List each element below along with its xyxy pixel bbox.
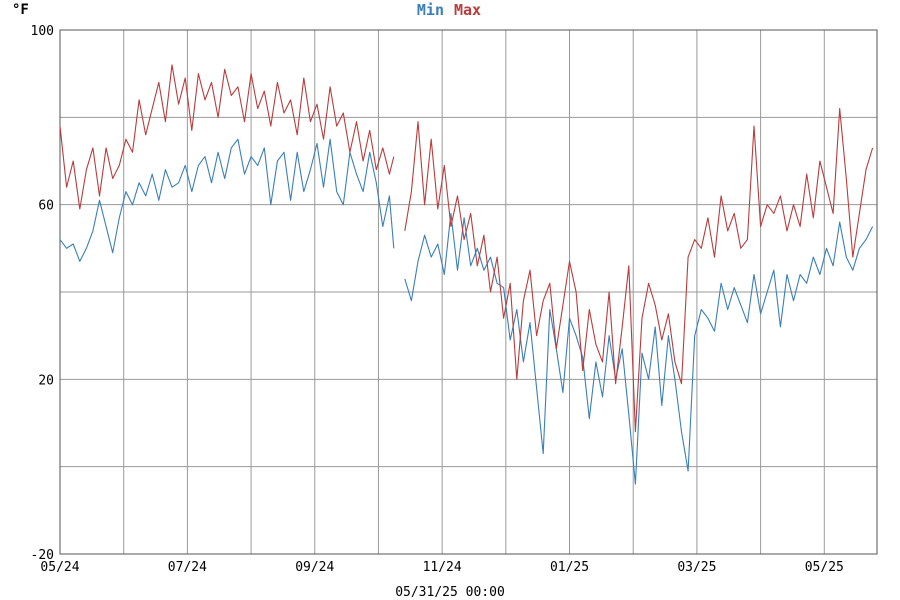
series-lines [59, 64, 874, 485]
timestamp-label: 05/31/25 00:00 [395, 585, 505, 600]
plot-frame [59, 29, 878, 555]
x-axis-ticks: 05/24 07/24 09/24 11/24 01/25 03/25 05/25 [40, 560, 843, 575]
y-tick-label: -20 [31, 548, 54, 563]
legend-min-label: Min [417, 1, 444, 19]
y-axis-ticks: -20 20 60 100 [31, 24, 54, 563]
x-tick-label: 09/24 [295, 560, 334, 575]
y-tick-label: 20 [38, 373, 54, 388]
x-tick-label: 11/24 [423, 560, 462, 575]
x-tick-label: 07/24 [168, 560, 207, 575]
y-axis-unit-label: °F [12, 2, 29, 18]
x-tick-label: 05/24 [40, 560, 79, 575]
y-tick-label: 100 [31, 24, 54, 39]
legend: Min Max [417, 1, 481, 19]
legend-max-label: Max [454, 1, 481, 19]
series-line-min [59, 138, 874, 485]
y-tick-label: 60 [38, 199, 54, 214]
x-tick-label: 03/25 [677, 560, 716, 575]
series-line-max [59, 64, 874, 433]
x-tick-label: 05/25 [805, 560, 844, 575]
x-tick-label: 01/25 [550, 560, 589, 575]
